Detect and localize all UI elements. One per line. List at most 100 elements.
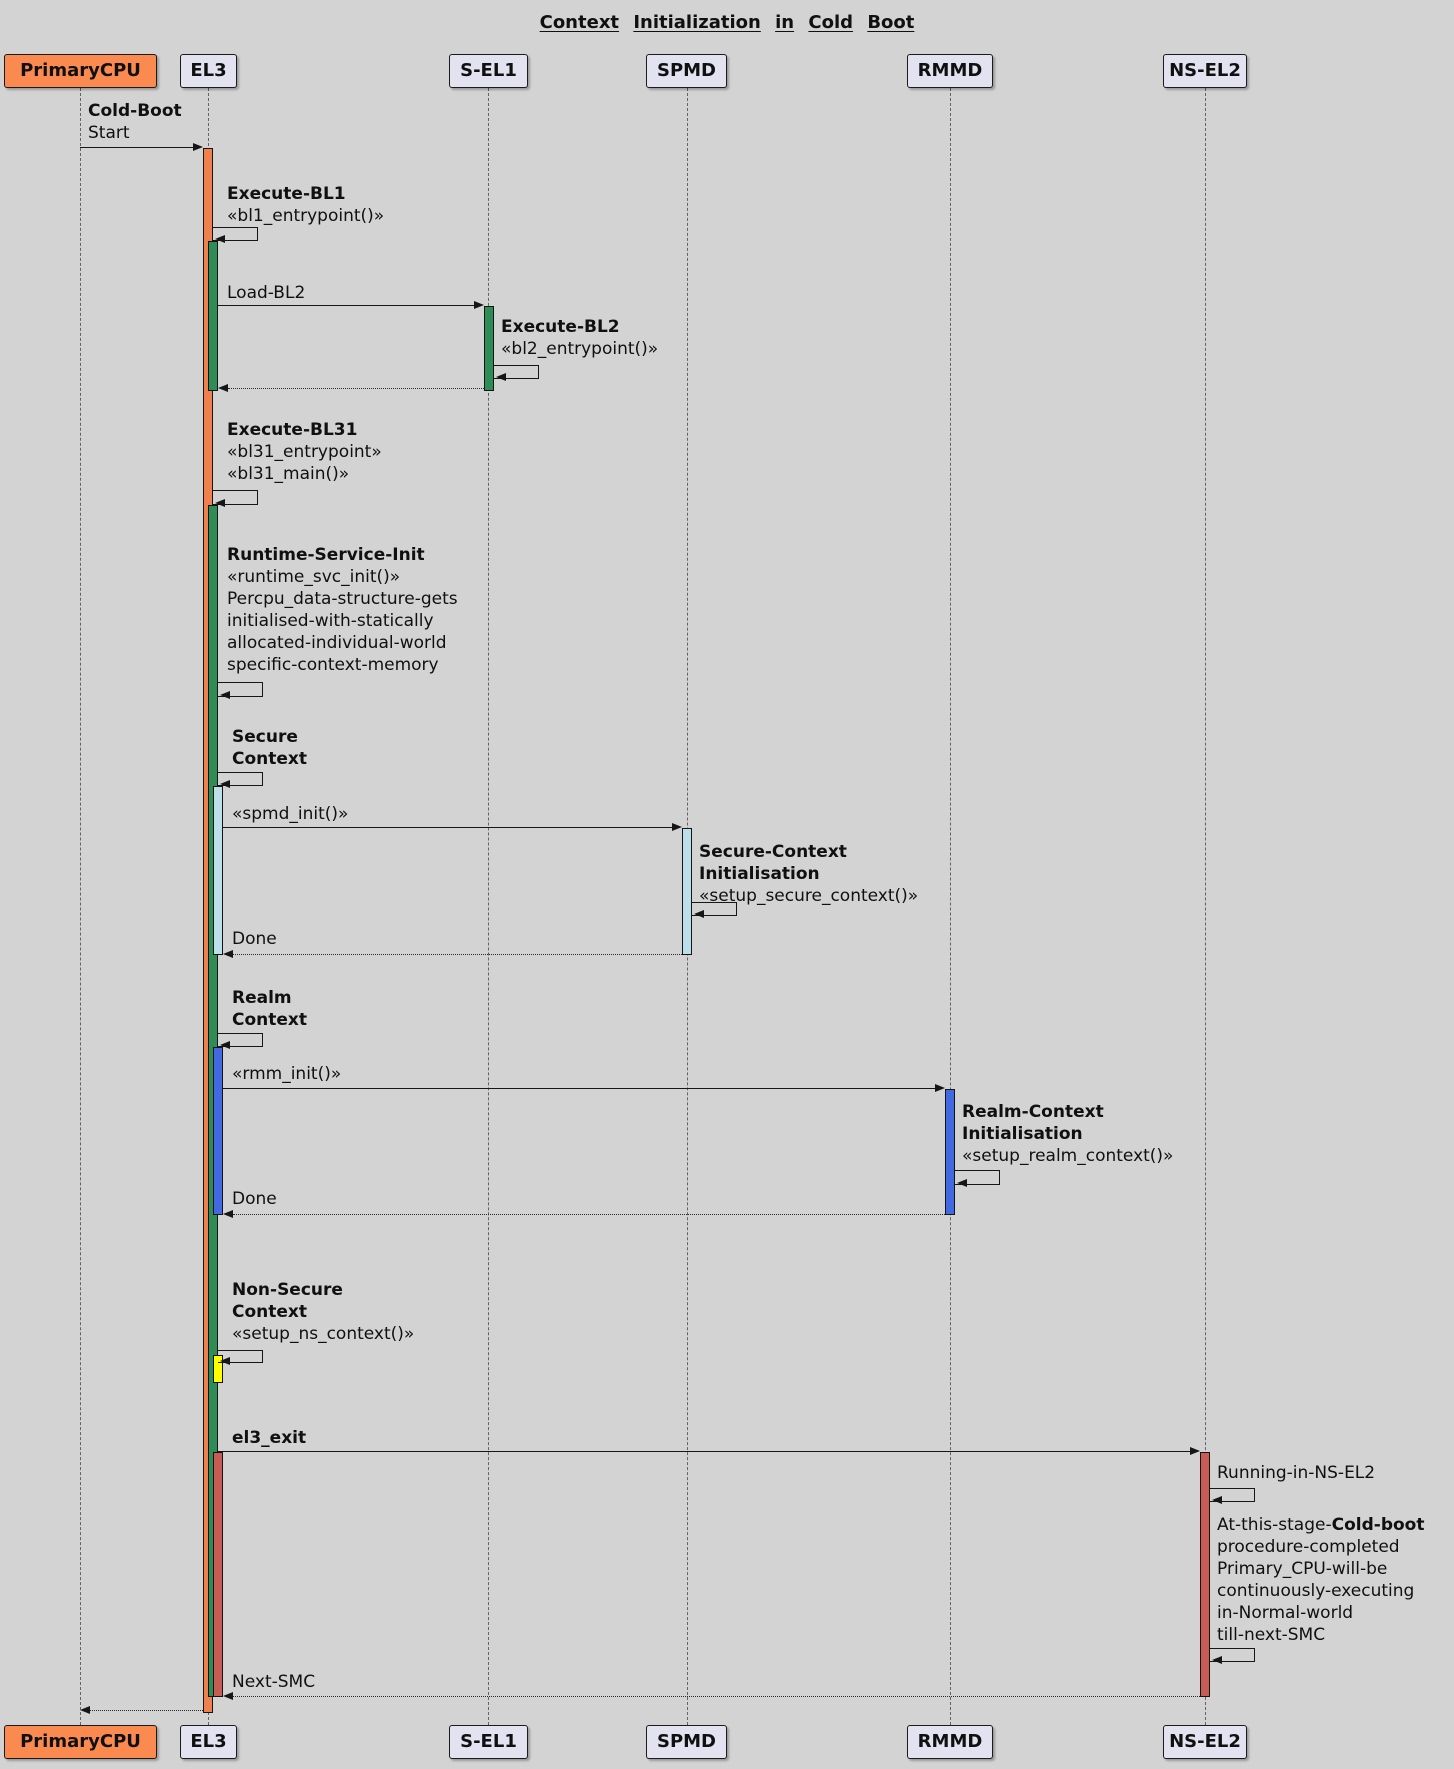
return-done-rmmd: [233, 1214, 945, 1215]
arrowhead-realm-context-init: [957, 1179, 967, 1187]
execute-bl1-title: Execute-BL1: [227, 184, 346, 204]
activation-rmmd-realm-init: [945, 1089, 955, 1215]
arrow-rmm-init: [223, 1088, 935, 1089]
realm-context-init-title1: Realm-Context: [962, 1102, 1104, 1122]
execute-bl31-stereo1: «bl31_entrypoint»: [227, 442, 382, 462]
secure-context-line2: Context: [232, 749, 308, 769]
cold-boot-complete-line3: Primary_CPU-will-be: [1217, 1559, 1388, 1579]
arrow-el3-exit: [218, 1451, 1190, 1452]
arrowhead-rmm-init: [935, 1084, 945, 1092]
execute-bl31-stereo2: «bl31_main()»: [227, 464, 350, 484]
execute-bl2-stereo: «bl2_entrypoint()»: [501, 339, 659, 359]
cold-boot-line2: Start: [88, 123, 130, 143]
participant-s-el1-top: S-EL1: [449, 54, 528, 88]
message-execute-bl31-label: Execute-BL31 «bl31_entrypoint» «bl31_mai…: [227, 419, 382, 485]
message-execute-bl1-label: Execute-BL1 «bl1_entrypoint()»: [227, 183, 384, 227]
cold-boot-complete-bold: Cold-boot: [1331, 1515, 1425, 1535]
message-realm-context-init-label: Realm-Context Initialisation «setup_real…: [962, 1101, 1173, 1167]
activation-el3-realm-context: [213, 1047, 223, 1215]
self-loop-execute-bl31: [213, 490, 258, 505]
cold-boot-complete-prefix: At-this-stage-: [1217, 1515, 1332, 1535]
arrowhead-bl2-done: [218, 384, 228, 392]
non-secure-context-line2: Context: [232, 1302, 308, 1322]
activation-s-el1-bl2: [484, 306, 494, 391]
return-bl2-done: [228, 388, 484, 389]
participant-ns-el2-top: NS-EL2: [1163, 54, 1247, 88]
arrowhead-execute-bl1: [215, 235, 225, 243]
participant-el3-bottom: EL3: [180, 1725, 237, 1759]
arrowhead-cold-boot: [193, 143, 203, 151]
return-to-primarycpu: [90, 1710, 203, 1711]
title-word: Cold: [808, 12, 854, 33]
arrowhead-execute-bl31: [215, 499, 225, 507]
self-loop-secure-context-init: [692, 902, 737, 916]
participant-s-el1-bottom: S-EL1: [449, 1725, 528, 1759]
activation-ns-el2-running: [1200, 1452, 1210, 1697]
message-non-secure-context-label: Non-Secure Context «setup_ns_context()»: [232, 1279, 414, 1345]
title-word: Initialization: [633, 12, 761, 33]
cold-boot-complete-line4: continuously-executing: [1217, 1581, 1415, 1601]
cold-boot-complete-line5: in-Normal-world: [1217, 1603, 1354, 1623]
realm-context-line1: Realm: [232, 988, 292, 1008]
cold-boot-complete-line6: till-next-SMC: [1217, 1625, 1326, 1645]
message-el3-exit-label: el3_exit: [232, 1428, 307, 1448]
self-loop-execute-bl2: [494, 365, 539, 379]
activation-spmd-secure-init: [682, 828, 692, 955]
lifeline-s-el1: [488, 88, 489, 1725]
non-secure-context-line1: Non-Secure: [232, 1280, 343, 1300]
runtime-service-init-title: Runtime-Service-Init: [227, 545, 425, 565]
arrowhead-done-rmmd: [223, 1210, 233, 1218]
participant-el3-top: EL3: [180, 54, 237, 88]
activation-el3-bl1: [208, 241, 218, 391]
arrowhead-non-secure-context: [220, 1357, 230, 1365]
secure-context-init-title1: Secure-Context: [699, 842, 847, 862]
runtime-service-init-desc-3: allocated-individual-world: [227, 633, 447, 653]
activation-el3-exit: [213, 1452, 223, 1697]
arrowhead-done-spmd: [223, 950, 233, 958]
arrowhead-running-ns-el2: [1212, 1496, 1222, 1504]
arrowhead-runtime-service-init: [220, 691, 230, 699]
title-word: Context: [539, 12, 620, 33]
message-next-smc-label: Next-SMC: [232, 1672, 316, 1692]
self-loop-cold-boot-complete: [1210, 1648, 1255, 1662]
self-loop-realm-context: [218, 1033, 263, 1047]
execute-bl31-title: Execute-BL31: [227, 420, 358, 440]
execute-bl1-stereo: «bl1_entrypoint()»: [227, 206, 385, 226]
message-spmd-init-label: «spmd_init()»: [232, 804, 349, 824]
lifeline-primarycpu: [80, 88, 81, 1725]
arrowhead-next-smc: [223, 1692, 233, 1700]
message-done-rmmd-label: Done: [232, 1189, 277, 1209]
cold-boot-complete-line1: At-this-stage-Cold-boot: [1217, 1514, 1424, 1536]
self-loop-secure-context: [218, 772, 263, 786]
return-next-smc: [233, 1696, 1200, 1697]
runtime-service-init-stereo: «runtime_svc_init()»: [227, 567, 401, 587]
participant-spmd-bottom: SPMD: [646, 1725, 727, 1759]
realm-context-init-title2: Initialisation: [962, 1124, 1083, 1144]
participant-primarycpu-top: PrimaryCPU: [4, 54, 157, 88]
runtime-service-init-desc-2: initialised-with-statically: [227, 611, 434, 631]
cold-boot-complete-line2: procedure-completed: [1217, 1537, 1400, 1557]
execute-bl2-title: Execute-BL2: [501, 317, 620, 337]
lifeline-ns-el2: [1205, 88, 1206, 1725]
message-done-spmd-label: Done: [232, 929, 277, 949]
arrow-cold-boot: [80, 147, 194, 148]
message-secure-context-init-label: Secure-Context Initialisation «setup_sec…: [699, 841, 918, 907]
participant-spmd-top: SPMD: [646, 54, 727, 88]
activation-el3-secure-context: [213, 786, 223, 955]
arrowhead-el3-exit: [1190, 1447, 1200, 1455]
message-cold-boot-complete-label: At-this-stage-Cold-boot procedure-comple…: [1217, 1514, 1424, 1646]
arrowhead-secure-context: [220, 780, 230, 788]
return-done-spmd: [233, 954, 682, 955]
cold-boot-line1: Cold-Boot: [88, 101, 182, 121]
arrowhead-load-bl2: [474, 301, 484, 309]
runtime-service-init-desc-4: specific-context-memory: [227, 655, 439, 675]
arrow-spmd-init: [223, 827, 672, 828]
self-loop-running-ns-el2: [1210, 1488, 1255, 1502]
realm-context-init-stereo: «setup_realm_context()»: [962, 1146, 1174, 1166]
secure-context-init-stereo: «setup_secure_context()»: [699, 886, 919, 906]
message-rmm-init-label: «rmm_init()»: [232, 1064, 342, 1084]
message-realm-context-label: Realm Context: [232, 987, 307, 1031]
arrowhead-cold-boot-complete: [1212, 1656, 1222, 1664]
message-running-ns-el2-label: Running-in-NS-EL2: [1217, 1463, 1376, 1483]
arrowhead-return-to-primarycpu: [80, 1706, 90, 1714]
